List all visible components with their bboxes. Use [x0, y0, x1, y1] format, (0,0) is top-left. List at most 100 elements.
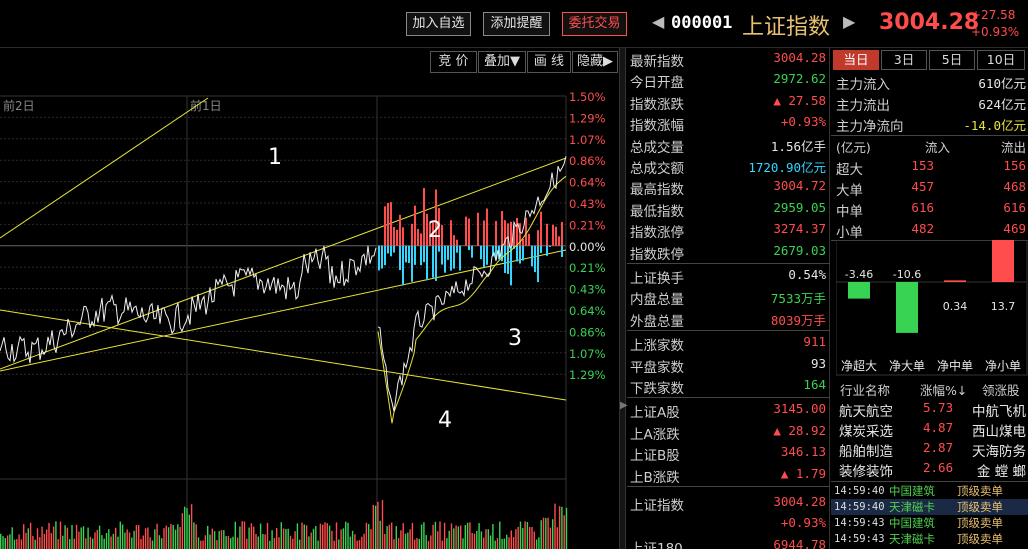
- next-index-icon[interactable]: ▶: [843, 12, 856, 31]
- volume-bar: [554, 503, 556, 549]
- volume-bar: [471, 532, 473, 549]
- ticker-row[interactable]: 14:59:43 天津磁卡 顶级卖单: [831, 531, 1028, 547]
- prev-days-price-line: [0, 245, 377, 364]
- sector-name-header[interactable]: 行业名称: [840, 383, 891, 398]
- ticker-row[interactable]: 14:59:40 中国建筑 顶级卖单: [831, 483, 1028, 499]
- add-alert-button[interactable]: 添加提醒: [483, 12, 550, 36]
- tab-5day[interactable]: 5日: [929, 50, 975, 70]
- buy-flow-bar: [504, 220, 506, 246]
- volume-bar: [71, 525, 73, 549]
- buy-flow-bar: [453, 235, 455, 246]
- sell-flow-bar: [507, 245, 509, 274]
- volume-bar: [326, 523, 328, 549]
- stat-row: 最低指数 2959.05: [627, 198, 830, 220]
- sector-pct-header[interactable]: 涨幅%↓: [920, 383, 968, 398]
- volume-bar: [184, 506, 186, 549]
- add-to-watchlist-button[interactable]: 加入自选: [406, 12, 471, 36]
- volume-bar: [305, 525, 308, 549]
- overlay-dropdown[interactable]: 叠加▼: [478, 51, 526, 73]
- volume-bar: [4, 538, 6, 549]
- hide-panel-button[interactable]: 隐藏▶: [572, 51, 618, 73]
- ticker-time: 14:59:43: [834, 533, 885, 545]
- flow-table-row: 超大 153 156: [831, 156, 1028, 178]
- sector-row[interactable]: 船舶制造 2.87 天海防务: [831, 439, 1028, 460]
- axis-tick-label: 0.86%: [569, 325, 606, 339]
- volume-bar: [241, 521, 243, 549]
- volume-bar: [469, 522, 471, 549]
- big-order-ticker[interactable]: 14:59:40 中国建筑 顶级卖单 14:59:40 天津磁卡 顶级卖单 14:59:43…: [831, 481, 1028, 549]
- ticker-row[interactable]: 14:59:43 中国建筑 顶级卖单: [831, 515, 1028, 531]
- sell-flow-bar: [414, 245, 416, 265]
- volume-bar: [409, 529, 411, 549]
- volume-bar: [43, 533, 46, 549]
- axis-tick-label: 1.29%: [569, 111, 606, 125]
- stat-row: 上证180 6944.78: [627, 535, 830, 549]
- stat-label: 总成交量: [630, 139, 684, 156]
- volume-bar: [140, 539, 142, 549]
- stat-value: 911: [803, 334, 826, 350]
- flow-out-value: 156: [1003, 158, 1026, 173]
- tab-10day[interactable]: 10日: [977, 50, 1025, 70]
- sell-flow-bar: [450, 245, 452, 271]
- collapse-arrow-icon[interactable]: ▶: [620, 400, 628, 411]
- trend-line: [0, 97, 209, 239]
- flow-table-label: 超大: [836, 162, 863, 178]
- stat-value: 346.13: [780, 444, 826, 460]
- volume-bar: [18, 534, 20, 549]
- ticker-row[interactable]: 14:59:40 天津磁卡 顶级卖单: [831, 499, 1028, 515]
- volume-bar: [423, 522, 425, 549]
- stat-row: 上涨家数 911: [627, 332, 830, 354]
- volume-bar: [225, 536, 227, 549]
- volume-bar: [200, 540, 202, 549]
- sell-flow-bar: [459, 245, 461, 271]
- volume-bar: [397, 538, 400, 549]
- sector-row[interactable]: 煤炭采选 4.87 西山煤电: [831, 419, 1028, 440]
- sell-flow-bar: [522, 245, 524, 261]
- sell-flow-bar: [480, 245, 482, 260]
- tab-today[interactable]: 当日: [833, 50, 879, 70]
- section-divider: [627, 330, 830, 332]
- volume-bar: [197, 537, 200, 549]
- panel-splitter[interactable]: [619, 48, 626, 549]
- volume-bar: [257, 536, 259, 549]
- sell-flow-bar: [519, 245, 521, 264]
- volume-bar: [92, 538, 94, 549]
- volume-bar: [273, 538, 276, 549]
- volume-bar: [280, 522, 282, 549]
- flow-table-label: 中单: [836, 204, 863, 220]
- sector-row[interactable]: 装修装饰 2.66 金 螳 螂: [831, 459, 1028, 480]
- volume-bar: [73, 538, 75, 549]
- volume-bar: [85, 538, 87, 549]
- volume-bar: [230, 538, 232, 549]
- sector-pct: 2.66: [923, 460, 954, 475]
- stat-label: 上证180: [630, 540, 683, 549]
- volume-bar: [529, 527, 531, 549]
- volume-bar: [526, 522, 529, 549]
- annotations: 1 2 3 4: [268, 145, 522, 433]
- prev-index-icon[interactable]: ◀: [652, 12, 665, 31]
- intraday-chart[interactable]: 前2日 前1日 1.50% 1.29% 1.07% 0.86% 0.64% 0.43% 0.2…: [0, 74, 619, 549]
- sector-pct: 2.87: [923, 440, 954, 455]
- buy-flow-bar: [396, 229, 398, 246]
- volume-bar: [340, 529, 342, 549]
- volume-bar: [32, 536, 34, 549]
- trade-button[interactable]: 委托交易: [562, 12, 627, 36]
- volume-bar: [485, 529, 487, 549]
- sell-flow-bar: [534, 245, 536, 273]
- volume-bar: [246, 538, 248, 549]
- auction-button[interactable]: 竞 价: [430, 51, 477, 73]
- flow-summary-label: 主力流出: [836, 98, 890, 114]
- sell-flow-bar: [387, 245, 389, 254]
- tab-3day[interactable]: 3日: [881, 50, 927, 70]
- flow-table-label: 大单: [836, 183, 863, 199]
- flow-in-header: 流入: [924, 140, 950, 155]
- volume-bar: [420, 524, 423, 549]
- sector-leader-header[interactable]: 领涨股: [982, 383, 1020, 398]
- volume-bar: [506, 534, 508, 549]
- volume-bar: [391, 522, 393, 549]
- volume-bar: [480, 531, 483, 549]
- stat-value: 1720.90亿元: [748, 160, 826, 175]
- sell-flow-bar: [378, 245, 380, 271]
- sector-row[interactable]: 航天航空 5.73 中航飞机: [831, 399, 1028, 420]
- draw-line-button[interactable]: 画 线: [527, 51, 571, 73]
